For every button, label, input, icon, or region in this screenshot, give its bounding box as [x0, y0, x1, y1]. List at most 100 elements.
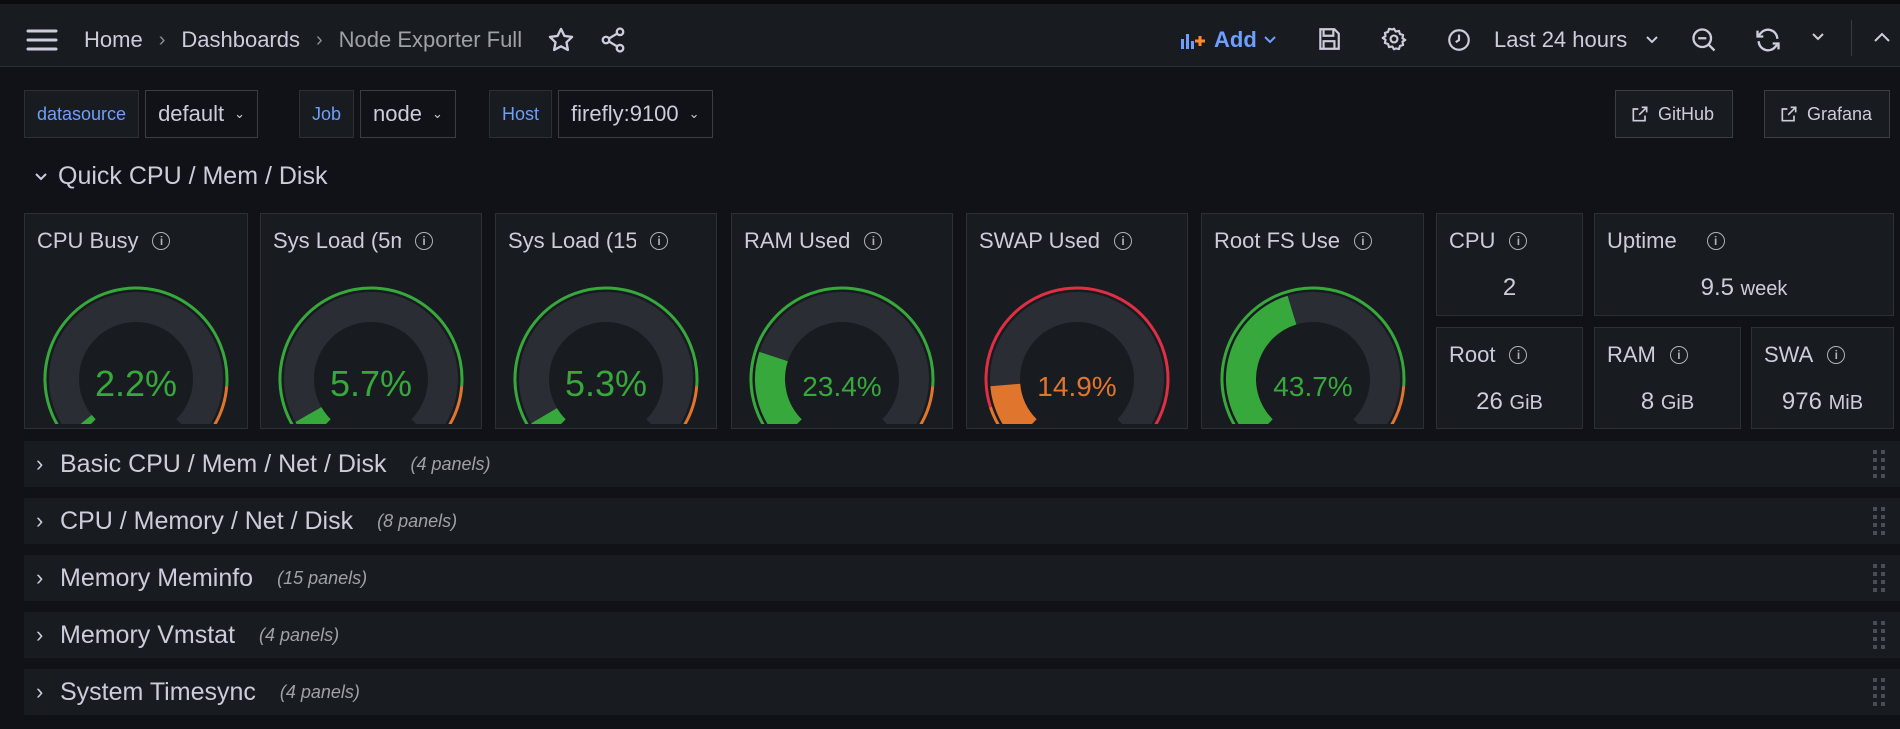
share-icon[interactable] — [599, 26, 627, 54]
breadcrumb-dashboards[interactable]: Dashboards — [181, 27, 300, 52]
stat-panel-cpu[interactable]: CPU i 2 — [1436, 213, 1583, 316]
gauge-panel[interactable]: Sys Load (5m i 5.7% — [260, 213, 482, 429]
info-icon[interactable]: i — [1509, 346, 1528, 364]
stat-panel-root[interactable]: Root i 26 GiB — [1436, 327, 1583, 429]
variable-select-datasource[interactable]: default ⌄ — [145, 90, 259, 138]
row-title: Basic CPU / Mem / Net / Disk — [60, 449, 387, 478]
panel-title-text: Uptime — [1607, 228, 1677, 253]
collapsed-row[interactable]: › Basic CPU / Mem / Net / Disk (4 panels… — [24, 441, 1900, 487]
panel-title: Root FS Use i — [1214, 228, 1372, 254]
row-panel-count: (8 panels) — [377, 510, 458, 531]
gauge-panel[interactable]: Root FS Use i 43.7% — [1201, 213, 1424, 429]
gauge-value-label: 23.4% — [802, 371, 881, 402]
row-panel-count: (4 panels) — [279, 681, 360, 702]
collapsed-row[interactable]: › System Timesync (4 panels) — [24, 669, 1900, 715]
grafana-link-label: Grafana — [1807, 103, 1873, 124]
drag-handle-icon[interactable] — [1872, 619, 1886, 651]
drag-handle-icon[interactable] — [1872, 562, 1886, 594]
github-link-button[interactable]: GitHub — [1615, 90, 1733, 138]
info-icon[interactable]: i — [1827, 346, 1846, 364]
info-icon[interactable]: i — [1706, 232, 1725, 250]
star-icon[interactable] — [547, 26, 575, 54]
chevron-down-icon — [1646, 36, 1659, 44]
collapsed-row[interactable]: › CPU / Memory / Net / Disk (8 panels) — [24, 498, 1900, 544]
stat-unit: GiB — [1660, 392, 1695, 414]
stat-number: 9.5 — [1700, 274, 1734, 301]
threshold-arc-orange — [448, 386, 464, 424]
stat-value: 8 GiB — [1595, 388, 1740, 416]
add-button[interactable]: Add — [1180, 22, 1277, 58]
panel-title: Uptime i — [1607, 228, 1725, 254]
threshold-arc-green — [513, 286, 699, 424]
panel-title: RAM i — [1607, 342, 1688, 368]
gauge-track — [284, 292, 458, 424]
drag-handle-icon[interactable] — [1872, 448, 1886, 480]
stat-number: 8 — [1640, 388, 1655, 415]
threshold-arc-green — [278, 286, 464, 424]
refresh-interval-chevron-icon[interactable] — [1811, 32, 1825, 42]
threshold-arc-green — [749, 286, 935, 424]
info-icon[interactable]: i — [1353, 232, 1372, 250]
stat-panel-uptime[interactable]: Uptime i 9.5 week — [1594, 213, 1894, 316]
variable-label: datasource — [24, 90, 140, 138]
time-range-label: Last 24 hours — [1494, 27, 1628, 52]
stat-value: 2 — [1437, 274, 1582, 302]
variable-select-host[interactable]: firefly:9100 ⌄ — [558, 90, 713, 138]
variable-select-job[interactable]: node ⌄ — [360, 90, 456, 138]
toolbar-divider — [1851, 20, 1852, 56]
collapse-header-icon[interactable] — [1873, 31, 1891, 43]
variable-host: Host firefly:9100 ⌄ — [489, 90, 713, 138]
gear-icon[interactable] — [1381, 26, 1407, 52]
menu-icon[interactable] — [24, 24, 60, 56]
panel-title: SWAP Used i — [979, 228, 1133, 254]
stat-unit: week — [1740, 278, 1788, 300]
gauge-value-label: 5.7% — [330, 363, 412, 404]
info-icon[interactable]: i — [650, 232, 668, 250]
gauge-value-label: 5.3% — [565, 363, 647, 404]
panel-title: Sys Load (5m i — [273, 228, 433, 254]
chevron-right-icon: › — [36, 622, 44, 647]
stat-panel-swap[interactable]: SWA i 976 MiB — [1751, 327, 1894, 429]
zoom-out-icon[interactable] — [1690, 26, 1718, 54]
gauge-panel[interactable]: Sys Load (15m i 5.3% — [495, 213, 717, 429]
breadcrumb-home[interactable]: Home — [84, 27, 143, 52]
info-icon[interactable]: i — [415, 232, 433, 250]
refresh-icon[interactable] — [1754, 26, 1782, 54]
collapsed-row[interactable]: › Memory Vmstat (4 panels) — [24, 612, 1900, 658]
gauge-value-arc — [755, 351, 803, 424]
panel-title-text: CPU Busy — [37, 228, 139, 253]
chevron-down-icon — [1264, 36, 1276, 44]
info-icon[interactable]: i — [1669, 346, 1688, 364]
variable-value: firefly:9100 — [571, 101, 679, 126]
gauge-track — [49, 292, 223, 424]
row-title: CPU / Memory / Net / Disk — [60, 506, 354, 535]
stat-panel-ram[interactable]: RAM i 8 GiB — [1594, 327, 1741, 429]
save-icon[interactable] — [1316, 26, 1342, 52]
gauge-chart: 23.4% — [749, 286, 935, 424]
gauge-panel[interactable]: SWAP Used i 14.9% — [966, 213, 1188, 429]
collapsed-row[interactable]: › Memory Meminfo (15 panels) — [24, 555, 1900, 601]
info-icon[interactable]: i — [1114, 232, 1133, 250]
threshold-arc-orange — [1389, 386, 1405, 424]
external-link-icon — [1781, 106, 1797, 122]
info-icon[interactable]: i — [864, 232, 883, 250]
gauge-panel[interactable]: CPU Busy i 2.2% — [24, 213, 248, 429]
gauge-value-arc — [531, 407, 567, 424]
grafana-link-button[interactable]: Grafana — [1764, 90, 1890, 138]
panel-title: Root i — [1449, 342, 1528, 368]
time-range-picker[interactable]: Last 24 hours — [1446, 22, 1659, 58]
stat-number: 2 — [1502, 274, 1517, 301]
external-link-icon — [1632, 106, 1648, 122]
info-icon[interactable]: i — [152, 232, 171, 250]
drag-handle-icon[interactable] — [1872, 676, 1886, 708]
row-header-quick-cpu[interactable]: Quick CPU / Mem / Disk — [34, 162, 327, 191]
chevron-right-icon: › — [36, 679, 44, 704]
chevron-right-icon: › — [36, 451, 44, 476]
drag-handle-icon[interactable] — [1872, 505, 1886, 537]
row-title: System Timesync — [60, 677, 256, 706]
info-icon[interactable]: i — [1509, 232, 1528, 250]
row-panel-count: (4 panels) — [410, 453, 491, 474]
panel-title: CPU Busy i — [37, 228, 171, 254]
gauge-value-label: 14.9% — [1037, 371, 1116, 402]
gauge-panel[interactable]: RAM Used i 23.4% — [731, 213, 953, 429]
